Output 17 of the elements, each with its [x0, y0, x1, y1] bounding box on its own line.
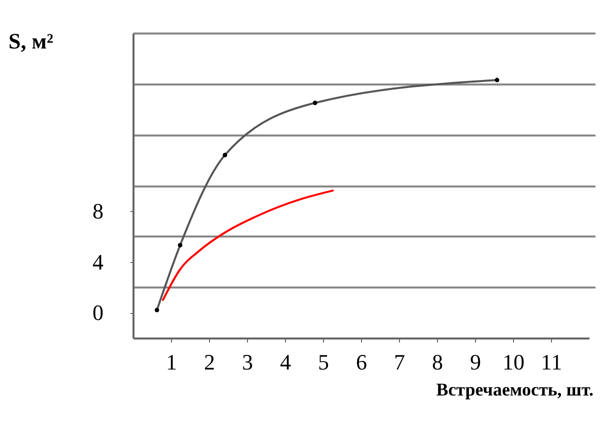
y-tick-label: 4: [92, 249, 104, 274]
y-axis-title: S, м²: [8, 28, 54, 54]
x-axis-title: Встречаемость, шт.: [436, 380, 594, 400]
y-tick-label: 0: [92, 300, 104, 326]
x-tick-label: 10: [502, 350, 524, 374]
x-tick-label: 2: [204, 350, 215, 374]
x-tick-label: 4: [280, 350, 291, 374]
y-tick-label: 8: [92, 198, 104, 224]
x-tick-label: 6: [356, 350, 367, 374]
x-tick-label: 3: [242, 350, 253, 374]
x-tick-label: 9: [470, 350, 481, 374]
line-series: [162, 190, 334, 301]
x-tick-label: 7: [394, 350, 405, 374]
x-tick-label: 11: [540, 350, 562, 374]
x-tick-label: 8: [432, 350, 443, 374]
x-tick-label: 1: [166, 350, 177, 374]
x-tick-label: 5: [318, 350, 329, 374]
